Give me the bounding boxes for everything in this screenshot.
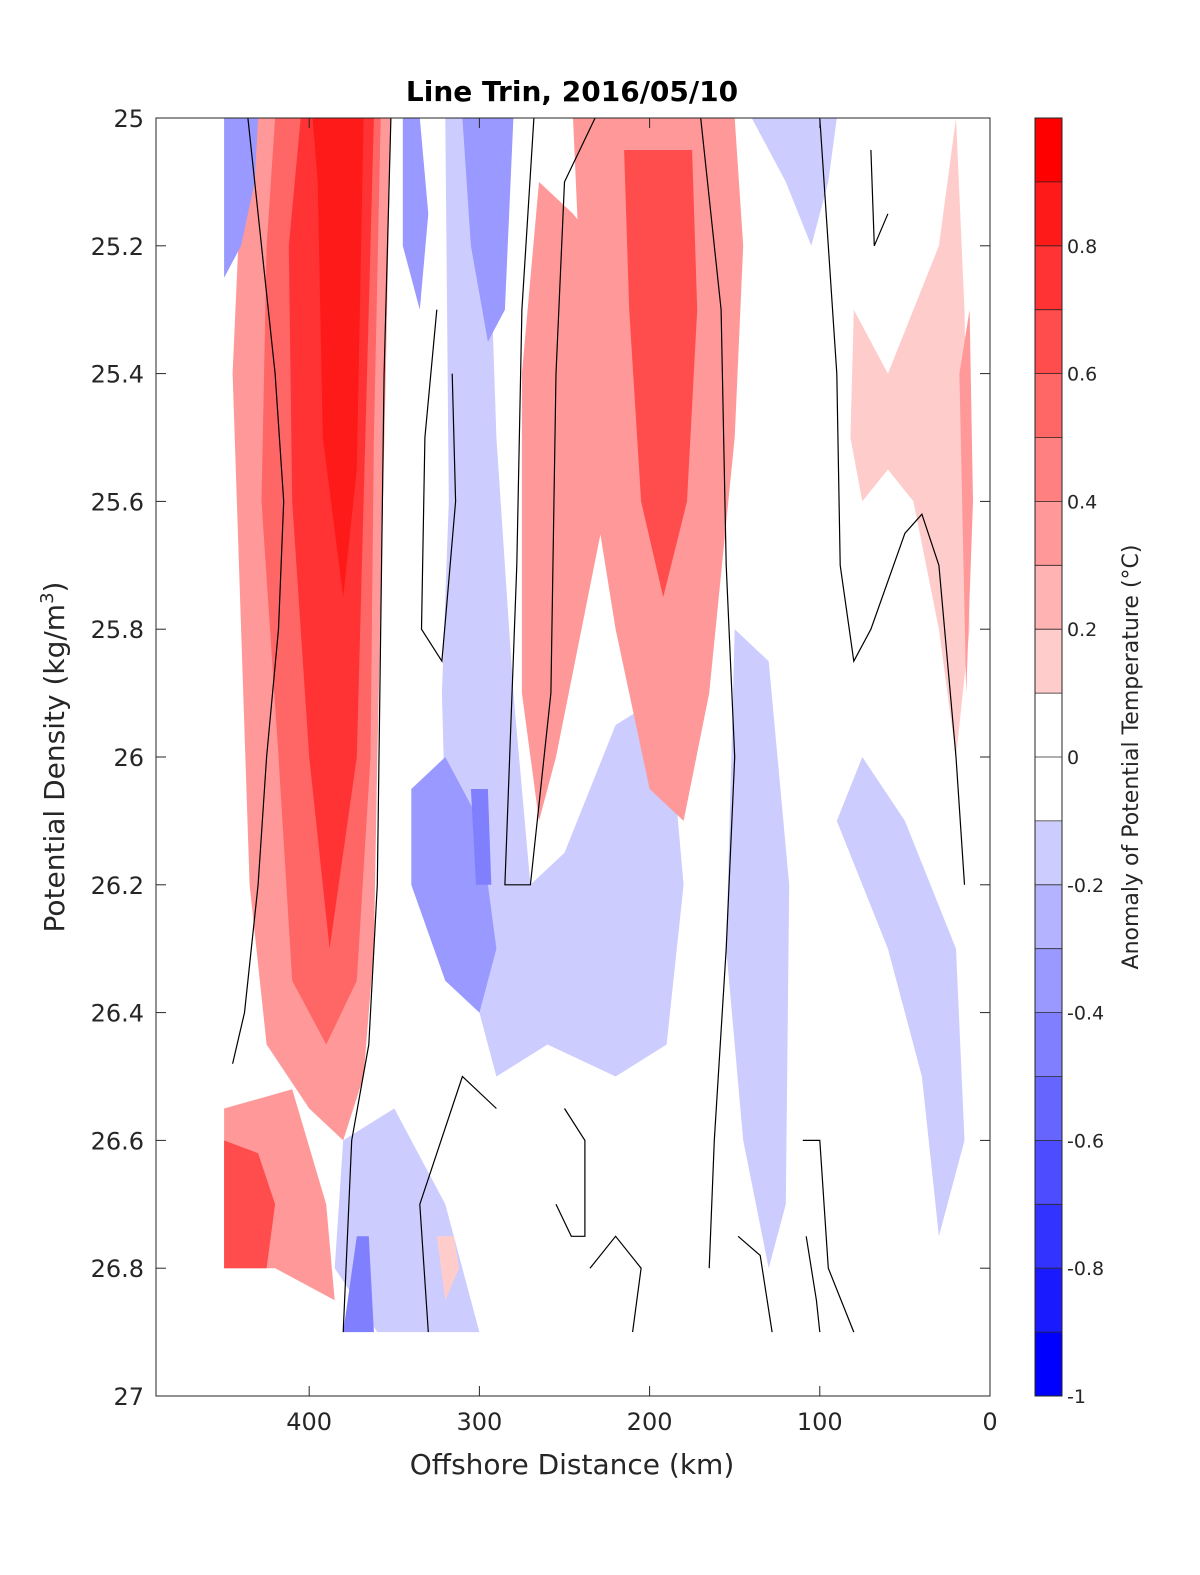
anomaly-fill-layer (224, 118, 973, 1333)
colorbar-tick-label: -1 (1067, 1386, 1086, 1408)
x-axis-label: Offshore Distance (km) (410, 1448, 735, 1481)
colorbar-segment (1035, 757, 1062, 822)
y-tick-label: 27 (113, 1383, 144, 1411)
colorbar-segment (1035, 565, 1062, 630)
x-axis: 400 300 200 100 0 (286, 118, 998, 1436)
colorbar-tick-label: -0.4 (1067, 1003, 1104, 1025)
x-tick-label: 400 (286, 1408, 332, 1436)
zero-contour-line (589, 1235, 642, 1333)
zero-contour-line (555, 1108, 586, 1237)
colorbar-tick-label: 0 (1067, 747, 1079, 769)
colorbar-frame (1034, 117, 1063, 1397)
y-axis: 25 25.2 25.4 25.6 25.8 26 26.2 26.4 26.6 26.8 27 (91, 105, 990, 1411)
y-axis-label: Potential Density (kg/m3) (37, 582, 71, 933)
y-tick-label: 25.8 (91, 616, 144, 644)
colorbar-segment (1035, 820, 1062, 886)
zero-contour-line (342, 118, 392, 1333)
anomaly-region (726, 629, 790, 1269)
anomaly-region (850, 118, 970, 757)
anomaly-region (959, 309, 973, 694)
colorbar-tick-label: 0.6 (1067, 364, 1097, 386)
zero-contour-line (419, 1075, 497, 1333)
y-tick-label: 26.2 (91, 872, 144, 900)
y-axis-label-sup: 3 (37, 592, 58, 603)
anomaly-region (343, 1236, 374, 1333)
x-tick-label: 0 (982, 1408, 997, 1436)
colorbar-tick-label: 0.2 (1067, 619, 1097, 641)
x-tick-label: 300 (456, 1408, 502, 1436)
anomaly-region (624, 150, 698, 598)
anomaly-region (462, 118, 514, 342)
anomaly-region (224, 118, 259, 278)
colorbar-segment (1035, 501, 1062, 566)
y-tick-label: 26.8 (91, 1255, 144, 1283)
colorbar-segment (1035, 118, 1062, 183)
zero-contour-line (420, 309, 457, 664)
zero-contour-layer (232, 118, 966, 1333)
anomaly-region (224, 1140, 276, 1269)
anomaly-region (436, 1236, 459, 1301)
y-tick-label: 26 (113, 744, 144, 772)
zero-contour-line (504, 118, 596, 886)
colorbar-tick-label: -0.2 (1067, 875, 1104, 897)
x-tick-label: 200 (627, 1408, 673, 1436)
y-tick-label: 26.4 (91, 1000, 144, 1028)
anomaly-region (836, 757, 965, 1237)
zero-contour-line (802, 1139, 855, 1333)
y-tick-label: 26.6 (91, 1127, 144, 1155)
colorbar-tick-label: -0.8 (1067, 1258, 1104, 1280)
colorbar-segment (1035, 437, 1062, 502)
colorbar-tick-label: -0.6 (1067, 1130, 1104, 1152)
colorbar-segment (1035, 948, 1062, 1014)
colorbar-segment (1035, 1204, 1062, 1269)
zero-contour-line (232, 118, 285, 1064)
colorbar-segment (1035, 629, 1062, 694)
colorbar-segment (1035, 181, 1062, 247)
y-tick-label: 25.6 (91, 488, 144, 516)
colorbar-segment (1035, 1268, 1062, 1333)
y-axis-label-main: Potential Density (kg/m (38, 604, 71, 933)
zero-contour-line (700, 118, 736, 1269)
zero-contour-line (819, 118, 966, 885)
y-tick-label: 25.4 (91, 361, 144, 389)
colorbar-segment (1035, 1332, 1062, 1397)
colorbar-tick-label: 0.4 (1067, 491, 1097, 513)
y-axis-label-end: ) (38, 582, 71, 593)
colorbar: -1 -0.8 -0.6 -0.4 -0.2 0 0.2 0.4 0.6 0.8 (1035, 118, 1104, 1408)
colorbar-segment (1035, 884, 1062, 950)
zero-contour-line (737, 1235, 773, 1333)
colorbar-segment (1035, 245, 1062, 311)
colorbar-segment (1035, 373, 1062, 438)
anomaly-region (402, 118, 429, 310)
colorbar-segment (1035, 309, 1062, 375)
anomaly-region (751, 118, 837, 246)
colorbar-segment (1035, 693, 1062, 758)
colorbar-segment (1035, 1076, 1062, 1141)
anomaly-region (470, 789, 492, 885)
zero-contour-line (870, 149, 889, 247)
zero-contour-line (805, 1236, 821, 1333)
colorbar-segment (1035, 1012, 1062, 1077)
y-tick-label: 25 (113, 105, 144, 133)
anomaly-region (312, 118, 364, 598)
x-tick-label: 100 (797, 1408, 843, 1436)
colorbar-segment (1035, 1140, 1062, 1205)
y-tick-label: 25.2 (91, 233, 144, 261)
colorbar-label: Anomaly of Potential Temperature (°C) (1119, 545, 1144, 970)
chart-title: Line Trin, 2016/05/10 (406, 75, 738, 108)
colorbar-tick-label: 0.8 (1067, 236, 1097, 258)
